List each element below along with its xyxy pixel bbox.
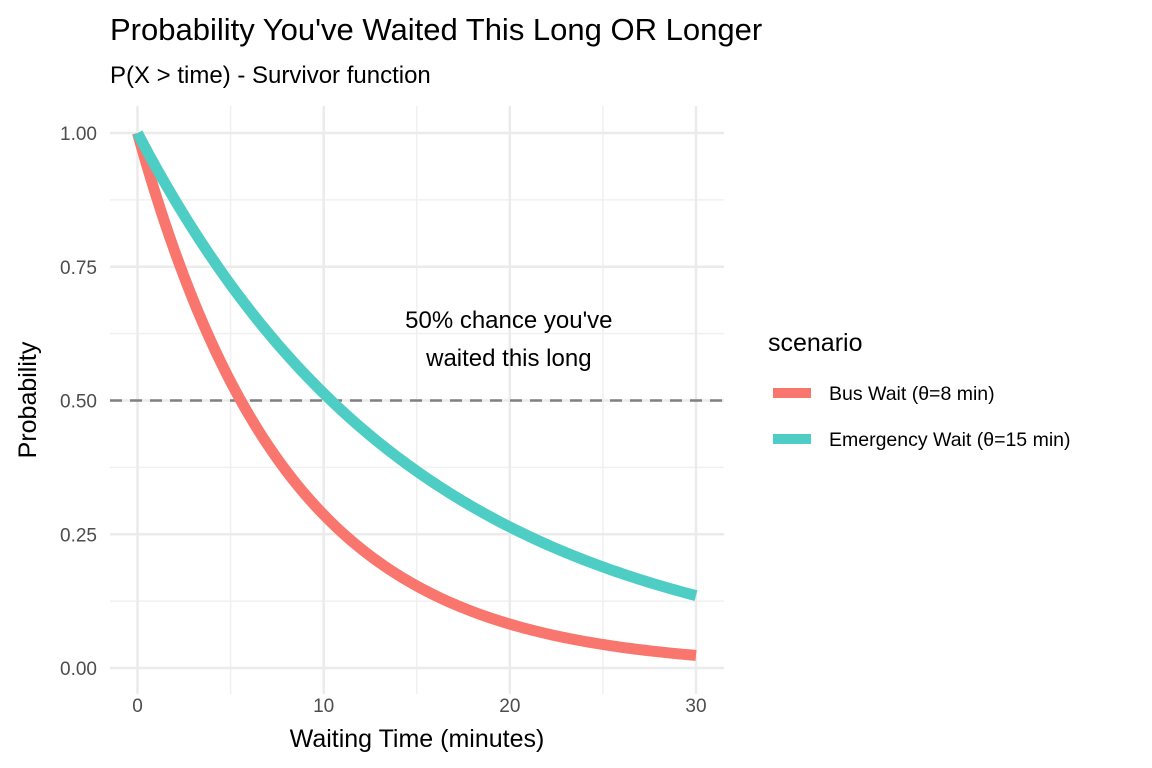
legend-label-bus-wait: Bus Wait (θ=8 min): [829, 383, 995, 405]
x-tick-label: 0: [132, 696, 143, 717]
x-tick-label: 30: [685, 696, 706, 717]
chart-subtitle: P(X > time) - Survivor function: [110, 62, 431, 89]
y-tick-label: 0.00: [60, 659, 97, 680]
y-tick-label: 0.50: [60, 392, 97, 413]
y-tick-label: 0.75: [60, 258, 97, 279]
legend-swatch-bus-wait: [773, 388, 811, 398]
x-tick-label: 10: [313, 696, 334, 717]
legend-title: scenario: [768, 329, 863, 357]
annotation-line-1: 50% chance you've: [405, 307, 612, 334]
legend: scenario Bus Wait (θ=8 min) Emergency Wa…: [768, 329, 1070, 451]
y-tick-label: 1.00: [60, 124, 97, 145]
series-group: [132, 130, 698, 661]
x-axis-title: Waiting Time (minutes): [290, 725, 545, 753]
x-tick-labels: 0 10 20 30: [132, 696, 706, 717]
legend-label-emergency-wait: Emergency Wait (θ=15 min): [829, 429, 1070, 451]
legend-item-bus-wait[interactable]: Bus Wait (θ=8 min): [773, 383, 995, 405]
annotation-line-2: waited this long: [425, 345, 591, 372]
y-tick-label: 0.25: [60, 525, 97, 546]
legend-swatch-emergency-wait: [773, 434, 811, 444]
chart-title: Probability You've Waited This Long OR L…: [110, 12, 762, 47]
legend-item-emergency-wait[interactable]: Emergency Wait (θ=15 min): [773, 429, 1070, 451]
y-tick-labels: 0.00 0.25 0.50 0.75 1.00: [60, 124, 97, 680]
series-line-emergency-wait: [132, 130, 698, 601]
x-tick-label: 20: [499, 696, 520, 717]
y-axis-title: Probability: [14, 341, 42, 458]
series-line-bus-wait: [132, 131, 697, 661]
